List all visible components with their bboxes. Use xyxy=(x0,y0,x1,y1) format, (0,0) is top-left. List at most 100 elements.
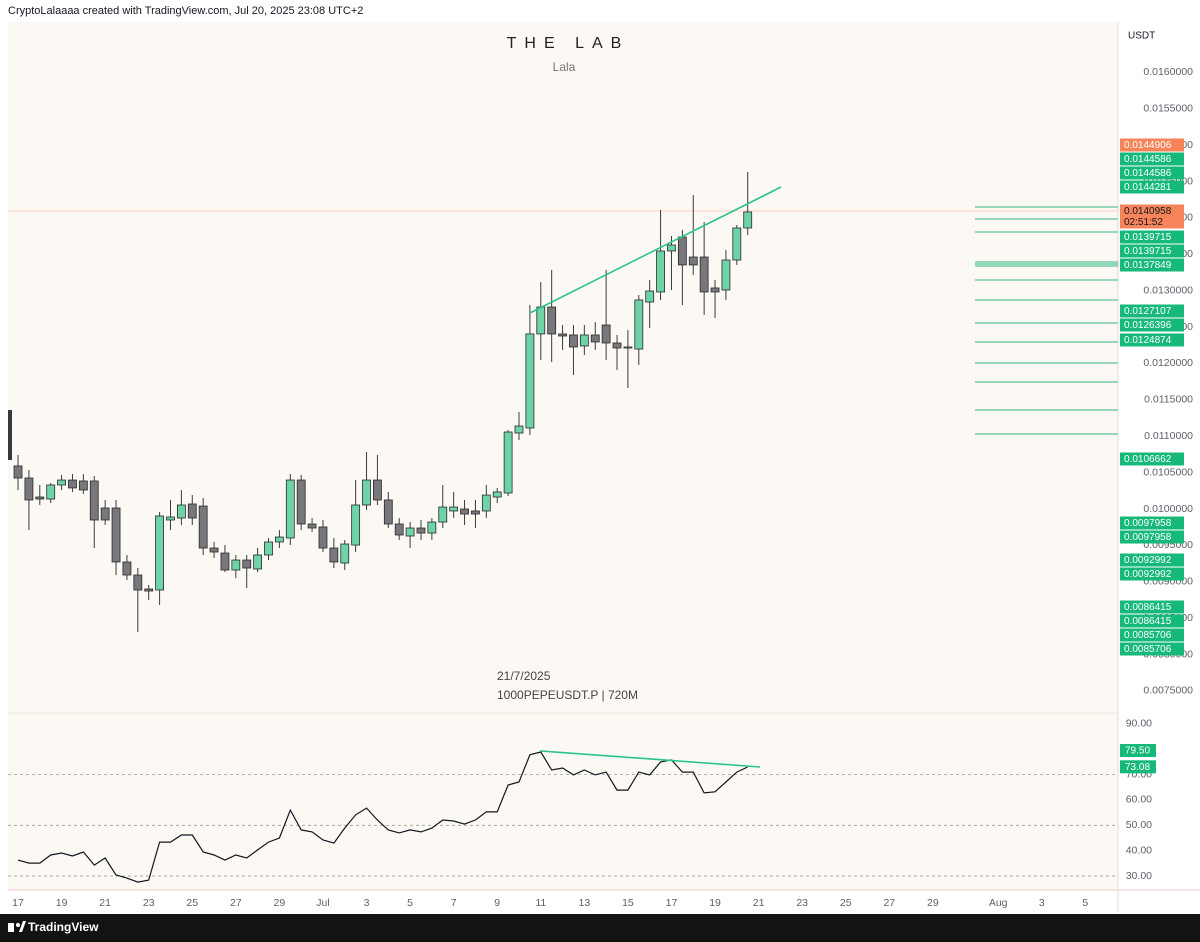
y-tick-label: 40.00 xyxy=(1126,844,1152,856)
x-tick-label: 15 xyxy=(622,897,634,909)
x-tick-label: 29 xyxy=(927,897,939,909)
candle-body xyxy=(416,527,426,534)
x-tick-label: 27 xyxy=(883,897,895,909)
candle-body xyxy=(536,306,546,335)
candle-body xyxy=(645,290,655,303)
price-label: 0.0127107 xyxy=(1124,306,1172,317)
x-tick-label: 3 xyxy=(364,897,370,909)
y-tick-label: 0.0075000 xyxy=(1143,685,1193,697)
x-tick-label: 5 xyxy=(407,897,413,909)
candle-body xyxy=(329,547,339,563)
candle-body xyxy=(612,342,622,349)
price-label-box xyxy=(1120,258,1184,272)
candle-body xyxy=(253,554,263,570)
price-label: 0.0137849 xyxy=(1124,260,1172,271)
x-tick-label: 21 xyxy=(753,897,765,909)
candle-body xyxy=(318,526,328,549)
footer-bar xyxy=(0,914,1200,942)
candle-body xyxy=(264,541,273,556)
price-label: 0.0124874 xyxy=(1124,335,1172,346)
price-label-box xyxy=(1120,152,1184,166)
candle-body xyxy=(307,523,317,529)
candle-body xyxy=(405,527,415,537)
price-label-box xyxy=(1120,600,1184,614)
candle-body xyxy=(634,299,644,350)
candle-body xyxy=(209,547,219,553)
x-tick-label: 5 xyxy=(1082,897,1088,909)
credit: CryptoLalaaaa created with TradingView.c… xyxy=(8,5,363,17)
y-tick-label: 0.0100000 xyxy=(1143,503,1193,515)
price-label: 0.0126396 xyxy=(1124,320,1172,331)
candle-body xyxy=(525,333,535,429)
price-label-box xyxy=(1120,553,1184,567)
candle-body xyxy=(46,484,56,500)
candle-body xyxy=(503,431,513,494)
candle-body xyxy=(688,256,698,266)
annotation: 1000PEPEUSDT.P | 720M xyxy=(497,688,638,702)
x-tick-label: 7 xyxy=(451,897,457,909)
candle-body xyxy=(558,333,567,337)
x-tick-label: 19 xyxy=(56,897,68,909)
x-tick-label: 3 xyxy=(1039,897,1045,909)
price-label: 0.0139715 xyxy=(1124,246,1172,257)
price-label: 0.0085706 xyxy=(1124,644,1172,655)
footer-brand: TradingView xyxy=(28,920,99,934)
candle-body xyxy=(481,494,491,512)
candle-body xyxy=(89,480,99,521)
scroll-handle xyxy=(8,410,12,460)
candle-body xyxy=(111,507,121,563)
y-tick-label: 30.00 xyxy=(1126,870,1152,882)
annotation: 21/7/2025 xyxy=(497,669,551,683)
y-tick-label: 0.0130000 xyxy=(1143,284,1193,296)
countdown: 02:51:52 xyxy=(1124,217,1163,228)
price-label: 0.0085706 xyxy=(1124,630,1172,641)
candle-body xyxy=(732,227,742,261)
chart-title: THE LAB xyxy=(507,35,630,52)
x-tick-label: 17 xyxy=(12,897,24,909)
y-tick-label: 0.0120000 xyxy=(1143,357,1193,369)
candle-body xyxy=(449,506,459,512)
price-label-box xyxy=(1120,516,1184,530)
candle-body xyxy=(187,503,197,519)
candle-body xyxy=(590,334,600,343)
price-label: 0.0106662 xyxy=(1124,454,1172,465)
price-label: 0.0097958 xyxy=(1124,518,1172,529)
price-label-box xyxy=(1120,614,1184,628)
x-tick-label: 25 xyxy=(840,897,852,909)
x-tick-label: 23 xyxy=(796,897,808,909)
candle-body xyxy=(100,507,110,521)
price-label: 0.0086415 xyxy=(1124,616,1172,627)
candle-body xyxy=(351,504,361,546)
candle-body xyxy=(155,515,165,591)
tradingview-logo xyxy=(8,921,26,932)
chart-subtitle: Lala xyxy=(553,60,576,74)
y-tick-label: 60.00 xyxy=(1126,794,1152,806)
candle-body xyxy=(133,574,143,591)
price-label: 0.0086415 xyxy=(1124,602,1172,613)
x-tick-label: 25 xyxy=(186,897,198,909)
x-tick-label: 29 xyxy=(274,897,286,909)
candle-body xyxy=(285,479,295,539)
price-label-box xyxy=(1120,318,1184,332)
price-label: 0.0144586 xyxy=(1124,154,1172,165)
x-tick-label: Jul xyxy=(316,897,329,909)
candle-body xyxy=(24,477,34,501)
chart-area xyxy=(8,22,1118,890)
price-label: 0.0097958 xyxy=(1124,532,1172,543)
candle-body xyxy=(35,496,45,500)
candle-body xyxy=(438,506,448,523)
price-label-box xyxy=(1120,530,1184,544)
candle-body xyxy=(362,479,371,506)
price-label-box xyxy=(1120,642,1184,656)
candle-body xyxy=(220,552,230,571)
price-label: 0.0144586 xyxy=(1124,168,1172,179)
rsi-line xyxy=(17,751,748,883)
x-tick-label: 13 xyxy=(579,897,591,909)
x-tick-label: 27 xyxy=(230,897,242,909)
candle-body xyxy=(569,334,578,348)
candle-body xyxy=(721,259,731,291)
candle-body xyxy=(340,543,350,564)
price-label: 0.0144906 xyxy=(1124,140,1172,151)
trendline xyxy=(529,186,782,314)
